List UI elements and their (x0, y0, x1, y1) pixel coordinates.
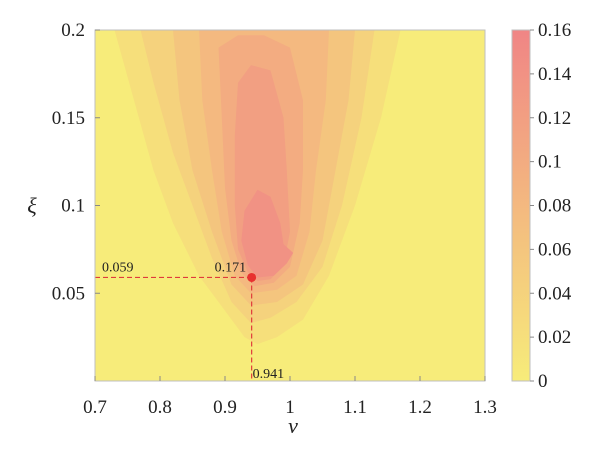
y-axis-label: ξ (27, 193, 37, 218)
colorbar-tick-label: 0.14 (538, 64, 572, 85)
x-tick-label: 0.8 (148, 397, 172, 418)
colorbar-tick-label: 0.02 (538, 327, 571, 348)
y-axis-ticks: 0.05 0.1 0.15 0.2 (52, 20, 100, 304)
colorbar-tick-label: 0.08 (538, 196, 571, 217)
colorbar (511, 29, 531, 382)
optimum-point (247, 272, 257, 282)
x-tick-label: 0.7 (83, 397, 107, 418)
colorbar-tick-label: 0.04 (538, 283, 572, 304)
y-tick-label: 0.1 (61, 196, 85, 217)
optimum-y-annotation: 0.059 (102, 260, 134, 275)
colorbar-tick-label: 0.06 (538, 239, 571, 260)
x-axis-label: ν (288, 413, 298, 438)
x-tick-label: 1.1 (343, 397, 367, 418)
y-tick-label: 0.2 (61, 20, 85, 41)
y-tick-label: 0.15 (52, 108, 85, 129)
colorbar-tick-label: 0.16 (538, 20, 571, 41)
x-tick-label: 1.2 (408, 397, 432, 418)
x-axis-ticks: 0.7 0.8 0.9 1 1.1 1.2 1.3 (83, 376, 497, 418)
x-tick-label: 1 (285, 397, 295, 418)
optimum-x-annotation: 0.941 (253, 367, 285, 382)
y-tick-label: 0.05 (52, 283, 85, 304)
contour-layer (114, 30, 401, 345)
colorbar-tick-label: 0.12 (538, 108, 571, 129)
optimum-value-annotation: 0.171 (215, 260, 247, 275)
colorbar-ticks: 0 0.02 0.04 0.06 0.08 0.1 0.12 0.14 0.16 (530, 20, 572, 392)
x-tick-label: 1.3 (473, 397, 497, 418)
colorbar-tick-label: 0 (538, 371, 548, 392)
contour-band-7 (241, 189, 294, 278)
colorbar-tick-label: 0.1 (538, 152, 562, 173)
x-tick-label: 0.9 (213, 397, 237, 418)
